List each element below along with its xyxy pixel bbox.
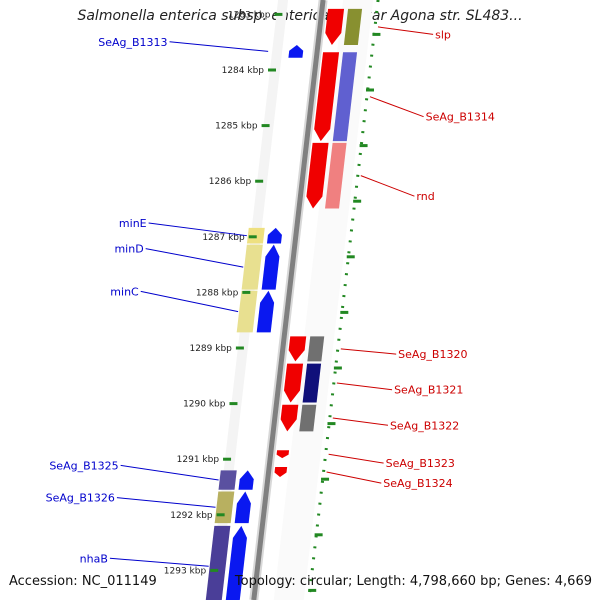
tick-label: 1284 kbp <box>222 66 265 76</box>
forward-cds-mind <box>241 244 263 290</box>
reverse-gene-slp <box>325 8 345 45</box>
gene-label-mine: minE <box>119 217 147 230</box>
gene-label-seag-b1322: SeAg_B1322 <box>390 419 459 432</box>
forward-gene-minc <box>256 290 275 333</box>
leader-line-seag-b1321 <box>336 382 393 391</box>
leader-line-seag-b1322 <box>332 417 389 426</box>
forward-gene-mine <box>266 227 282 244</box>
forward-gene-seag-b1325 <box>238 470 254 490</box>
right-guide-line <box>307 0 380 600</box>
gene-features <box>205 8 363 600</box>
reverse-cds-slp <box>343 8 363 45</box>
forward-gene-nhab <box>225 525 247 600</box>
forward-gene-mind <box>261 244 280 290</box>
forward-gene-seag-b1326 <box>234 491 251 524</box>
accession-text: Accession: NC_011149 <box>9 574 157 589</box>
tick-label: 1291 kbp <box>177 455 220 465</box>
gene-label-seag-b1321: SeAg_B1321 <box>394 384 463 397</box>
forward-cds-seag-b1325 <box>218 470 237 490</box>
forward-cds-minc <box>236 290 258 333</box>
gene-label-seag-b1314: SeAg_B1314 <box>426 111 495 124</box>
leader-line-slp <box>377 26 434 35</box>
gene-label-slp: slp <box>435 28 451 41</box>
gene-label-minc: minC <box>110 285 139 298</box>
leader-line-mine <box>148 222 247 237</box>
reverse-cds-rnd <box>325 142 347 209</box>
tick-label: 1288 kbp <box>196 288 239 298</box>
leader-line-seag-b1314 <box>369 96 424 118</box>
backbone-line <box>251 0 326 600</box>
tick-label: 1286 kbp <box>209 177 252 187</box>
scale-ticks: 1283 kbp 1284 kbp 1285 kbp 1286 kbp 1287 kbp… <box>164 10 381 592</box>
forward-cds-seag-b1326 <box>214 491 235 524</box>
gene-label-seag-b1320: SeAg_B1320 <box>398 348 467 361</box>
reverse-cds-seag-b1321 <box>302 363 322 403</box>
leader-line-nhab <box>109 557 209 567</box>
map-title: Salmonella enterica subsp. enterica sero… <box>77 8 523 24</box>
gene-label-seag-b1313: SeAg_B1313 <box>98 36 167 49</box>
leader-line-seag-b1326 <box>116 497 216 508</box>
tick-label: 1289 kbp <box>189 344 232 354</box>
gene-label-seag-b1324: SeAg_B1324 <box>383 477 452 490</box>
forward-cds-nhab <box>205 525 231 600</box>
gene-label-nhab: nhaB <box>80 552 108 565</box>
gene-label-seag-b1326: SeAg_B1326 <box>46 492 115 505</box>
tick-label: 1283 kbp <box>228 10 271 20</box>
gene-label-rnd: rnd <box>416 190 434 203</box>
leader-line-mind <box>145 248 244 268</box>
track-band-reverse <box>273 0 374 600</box>
reverse-cds-seag-b1322 <box>299 404 317 432</box>
reverse-gene-seag-b1320 <box>288 336 307 362</box>
tick-label: 1287 kbp <box>202 233 245 243</box>
tick-label: 1293 kbp <box>164 566 207 576</box>
leader-line-seag-b1325 <box>120 464 219 481</box>
tick-label: 1290 kbp <box>183 400 226 410</box>
reverse-gene-rnd <box>306 142 329 209</box>
reverse-gene-seag-b1314 <box>314 52 340 142</box>
gene-labels: SeAg_B1313 minE minD minC SeAg_B1325 SeAg_B13… <box>46 26 495 567</box>
gene-label-seag-b1323: SeAg_B1323 <box>386 457 455 470</box>
leader-line-minc <box>140 290 239 313</box>
leader-line-seag-b1320 <box>340 348 397 355</box>
tick-label: 1292 kbp <box>170 511 213 521</box>
tick-label: 1285 kbp <box>215 122 258 132</box>
reverse-cds-seag-b1320 <box>307 336 325 362</box>
reverse-gene-seag-b1322 <box>280 404 299 432</box>
leader-line-seag-b1313 <box>169 41 269 52</box>
reverse-gene-seag-b1324 <box>274 466 288 477</box>
topology-summary: Topology: circular; Length: 4,798,660 bp… <box>234 574 592 589</box>
leader-line-rnd <box>360 175 415 197</box>
reverse-cds-seag-b1314 <box>332 52 358 142</box>
forward-gene-seag-b1313 <box>288 44 304 58</box>
gene-label-seag-b1325: SeAg_B1325 <box>49 459 118 472</box>
leader-line-seag-b1323 <box>328 453 384 464</box>
reverse-gene-seag-b1323 <box>276 450 290 459</box>
reverse-gene-seag-b1321 <box>283 363 304 403</box>
gene-label-mind: minD <box>114 243 143 256</box>
leader-line-seag-b1324 <box>326 471 382 484</box>
